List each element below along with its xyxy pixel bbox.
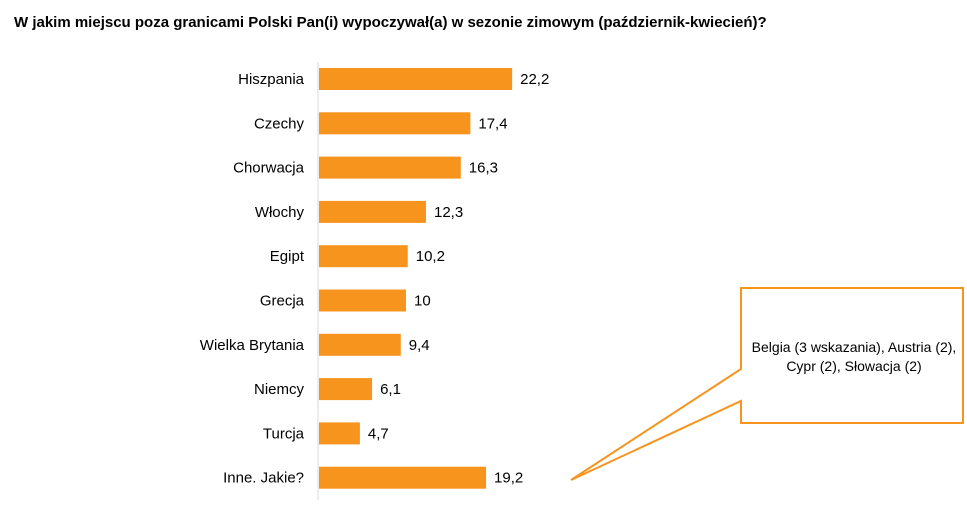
category-label: Włochy [255, 204, 305, 221]
category-label: Hiszpania [238, 71, 305, 88]
value-label: 9,4 [409, 337, 430, 354]
value-label: 16,3 [469, 160, 498, 177]
value-label: 10,2 [416, 248, 445, 265]
category-label: Czechy [254, 115, 305, 132]
bar [319, 466, 487, 489]
value-label: 10 [414, 293, 431, 310]
callout-box [570, 287, 964, 481]
category-label: Grecja [260, 293, 305, 310]
value-label: 12,3 [434, 204, 463, 221]
bar [319, 289, 406, 312]
category-label: Chorwacja [233, 160, 305, 177]
value-label: 4,7 [368, 425, 389, 442]
bar [319, 245, 408, 268]
bar [319, 156, 461, 179]
bar [319, 422, 360, 445]
value-label: 17,4 [478, 115, 507, 132]
value-label: 22,2 [520, 71, 549, 88]
category-label: Inne. Jakie? [223, 470, 304, 487]
value-label: 6,1 [380, 381, 401, 398]
bar [319, 112, 471, 135]
bar [319, 333, 401, 356]
callout-text: Belgia (3 wskazania), Austria (2), Cypr … [751, 339, 957, 374]
bar [319, 68, 513, 90]
chart-title: W jakim miejscu poza granicami Polski Pa… [14, 14, 767, 31]
category-label: Wielka Brytania [200, 337, 305, 354]
category-label: Turcja [263, 425, 305, 442]
value-label: 19,2 [494, 470, 523, 487]
category-label: Niemcy [254, 381, 305, 398]
bar [319, 200, 427, 223]
category-label: Egipt [270, 248, 305, 265]
bar [319, 378, 373, 401]
